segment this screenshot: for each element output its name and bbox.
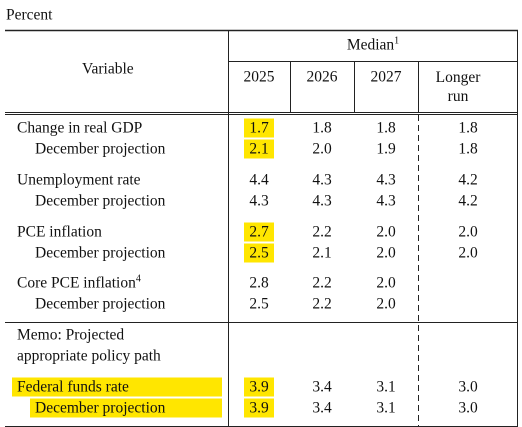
cell-value: 4.3 [376,171,396,189]
cell-value: 3.9 [244,377,274,397]
label-text: December projection [35,399,166,417]
cell-value: 4.3 [376,192,396,210]
label-text: Change in real GDP [17,119,143,137]
footnote-mark: 4 [135,273,141,285]
cell-value: 4.3 [249,192,269,210]
cell-value: 1.8 [458,119,478,137]
column-header: 2025 [243,68,275,86]
footnote-mark: 1 [394,35,400,47]
cell-value: 2.0 [376,274,396,292]
row-label: December projection [30,398,222,418]
cell-value: 1.9 [376,140,396,158]
cell-value: 4.3 [312,192,332,210]
cell-value: 1.8 [376,119,396,137]
cell-value: 2.0 [458,244,478,262]
cell-value: 3.9 [244,398,274,418]
row-label: December projection [35,295,165,314]
cell-value: 4.4 [249,171,269,189]
column-header: 2026 [306,68,338,86]
cell-value: 1.7 [244,118,274,138]
row-label: Unemployment rate [17,171,141,190]
cell-value: 2.5 [244,243,274,263]
cell-value: 1.8 [458,140,478,158]
memo-label: Memo: Projected [17,326,125,344]
cell-value: 2.8 [249,274,269,292]
row-label: December projection [35,140,165,159]
label-text: Core PCE inflation [17,274,136,292]
cell-value: 2.1 [312,244,332,262]
median-text: Median [346,36,395,54]
column-header: 2027 [370,68,402,86]
cell-value: 2.5 [249,295,269,313]
cell-value: 4.2 [458,171,478,189]
row-label: December projection [35,244,165,263]
label-text: December projection [35,140,166,158]
row-label: Change in real GDP [17,119,142,138]
cell-value: 3.1 [376,378,396,396]
label-text: Federal funds rate [17,378,129,396]
label-text: Unemployment rate [17,171,141,189]
memo-label: appropriate policy path [17,347,161,365]
label-text: December projection [35,244,166,262]
cell-value: 2.7 [244,222,274,242]
label-text: December projection [35,295,166,313]
cell-value: 4.3 [312,171,332,189]
variable-header: Variable [82,60,134,78]
unit-label: Percent [6,6,53,24]
label-text: December projection [35,192,166,210]
cell-value: 2.2 [312,295,332,313]
cell-value: 1.8 [312,119,332,137]
label-text: PCE inflation [17,223,102,241]
cell-value: 2.2 [312,223,332,241]
cell-value: 4.2 [458,192,478,210]
row-label: PCE inflation [17,223,102,242]
cell-value: 3.0 [458,378,478,396]
cell-value: 2.0 [376,244,396,262]
row-label: Federal funds rate [12,377,222,397]
cell-value: 2.0 [458,223,478,241]
cell-value: 3.4 [312,399,332,417]
column-header: Longer run [435,69,481,105]
cell-value: 2.0 [312,140,332,158]
row-label: December projection [35,192,165,211]
row-label: Core PCE inflation4 [17,274,141,293]
cell-value: 2.0 [376,295,396,313]
cell-value: 3.1 [376,399,396,417]
cell-value: 3.0 [458,399,478,417]
median-header: Median1 [228,36,518,55]
cell-value: 2.0 [376,223,396,241]
cell-value: 2.1 [244,139,274,159]
cell-value: 2.2 [312,274,332,292]
cell-value: 3.4 [312,378,332,396]
